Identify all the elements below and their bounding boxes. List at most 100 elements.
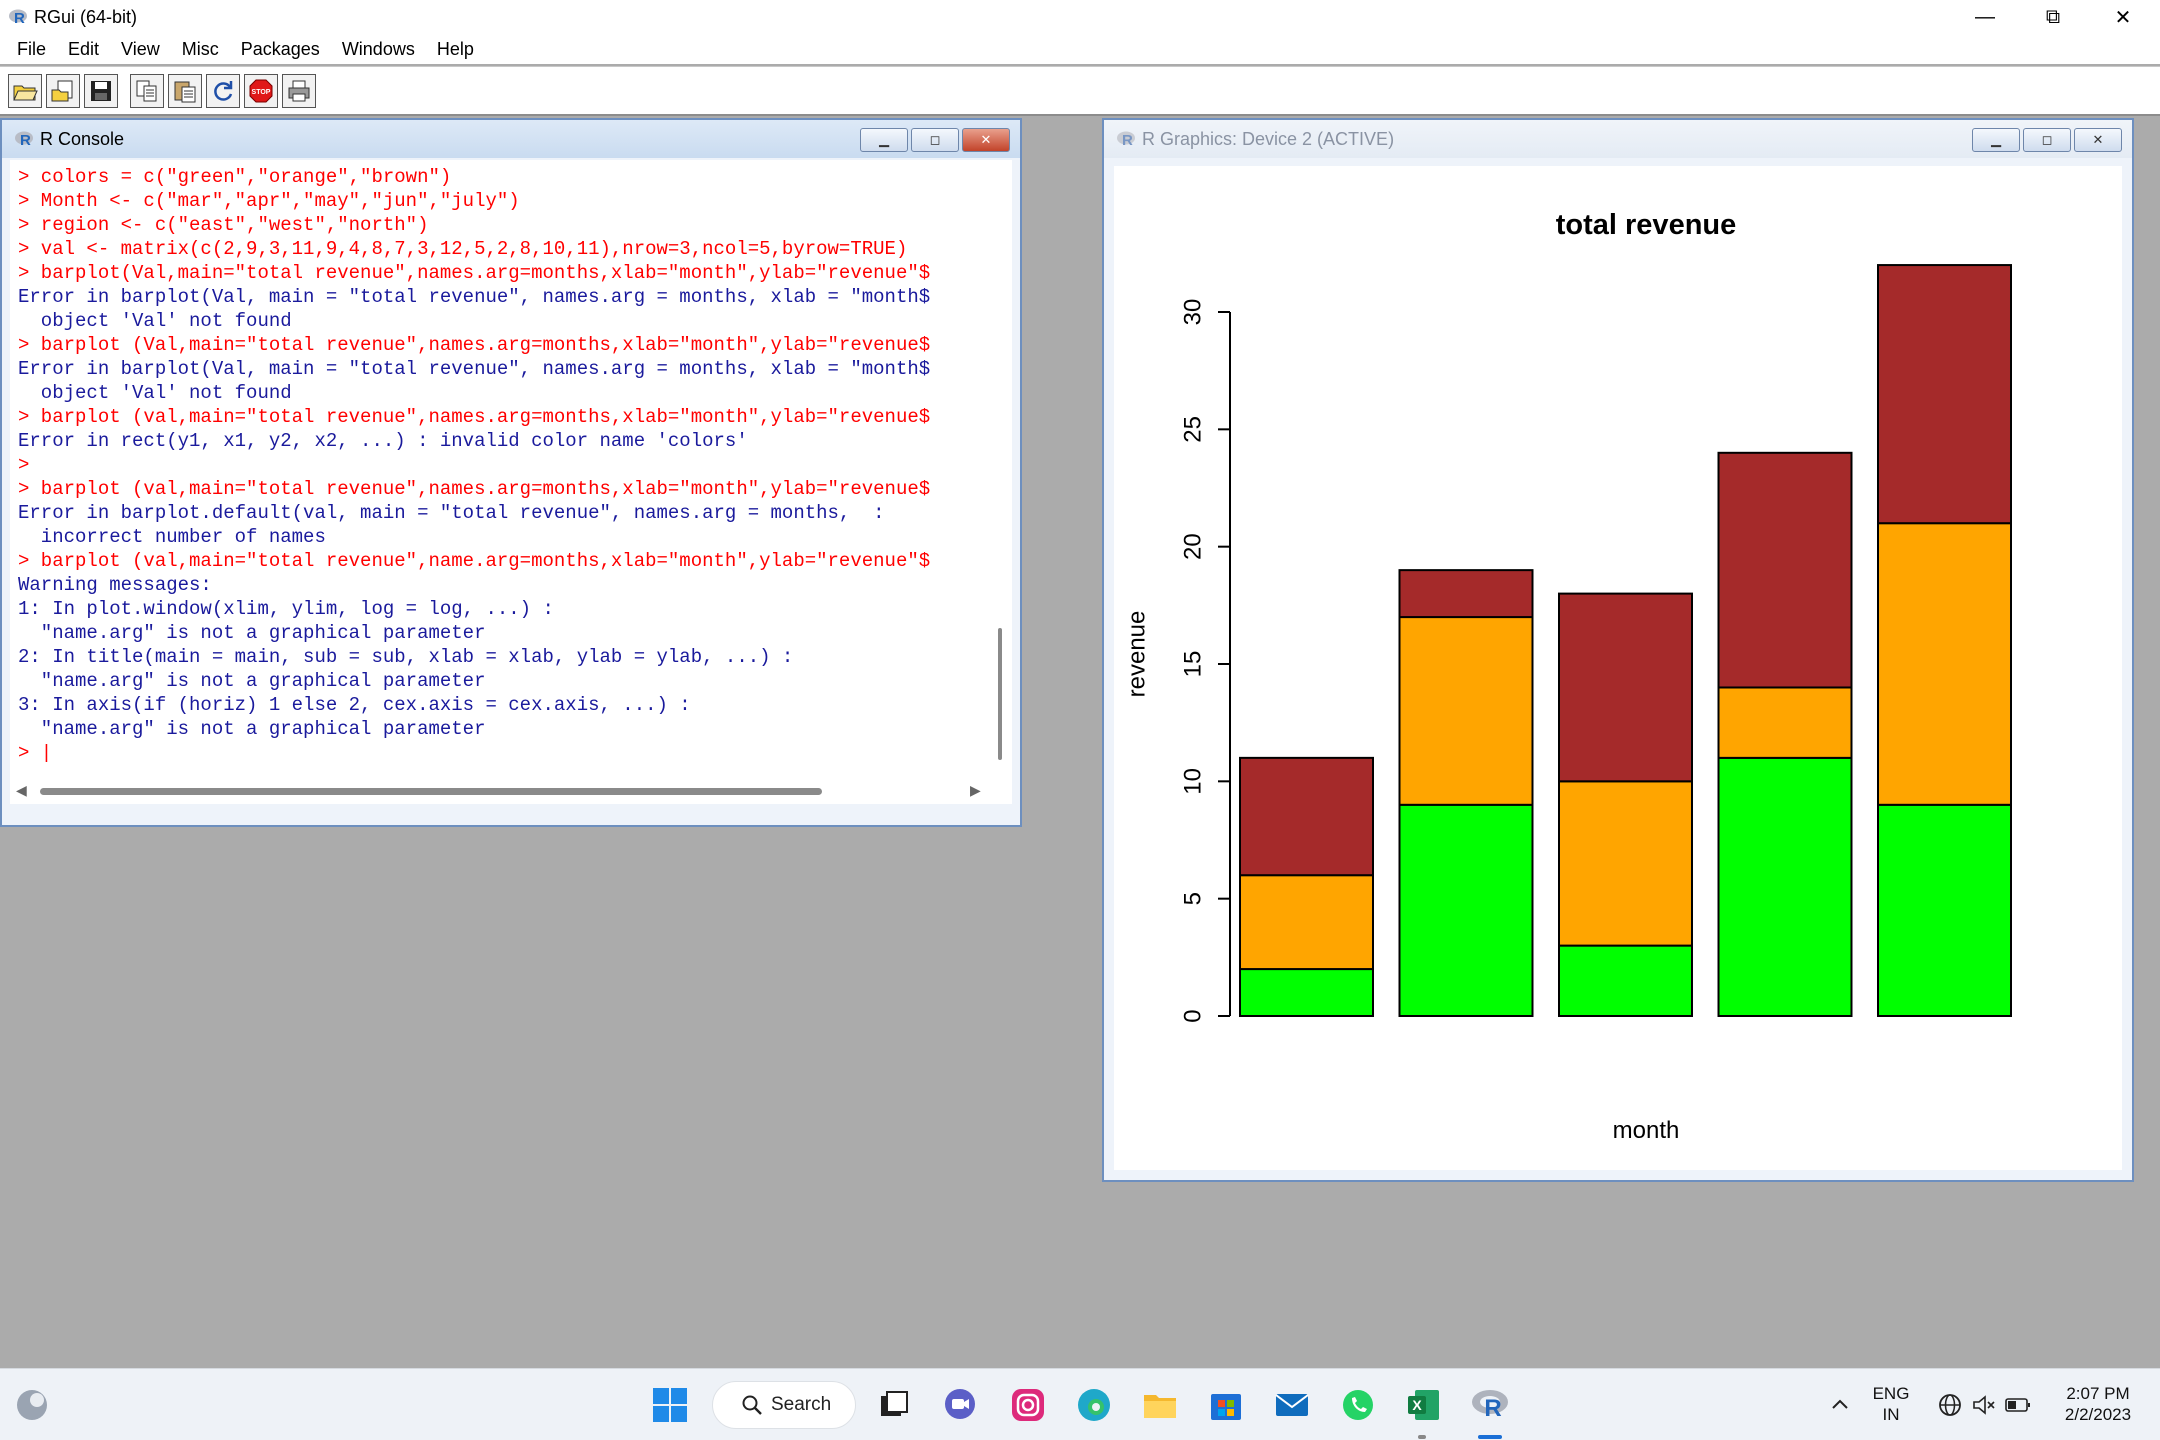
y-axis-label: revenue	[1123, 611, 1150, 698]
console-output-line: Error in barplot(Val, main = "total reve…	[18, 286, 931, 308]
search-label: Search	[771, 1394, 832, 1415]
svg-text:X: X	[1412, 1397, 1422, 1413]
console-title: R Console	[40, 128, 125, 149]
chevron-up-icon[interactable]	[1818, 1383, 1862, 1427]
menu-file[interactable]: File	[17, 38, 47, 59]
console-close-button[interactable]: ✕	[962, 128, 1010, 152]
console-output-line: 2: In title(main = main, sub = sub, xlab…	[18, 646, 794, 668]
menu-bar: File Edit View Misc Packages Windows Hel…	[0, 34, 2160, 64]
chat-icon[interactable]	[938, 1383, 982, 1427]
widgets-icon[interactable]	[10, 1383, 54, 1427]
copy-button[interactable]	[130, 73, 164, 108]
console-output-line: 3: In axis(if (horiz) 1 else 2, cex.axis…	[18, 694, 691, 716]
paste-button[interactable]	[168, 73, 202, 108]
y-tick-label: 5	[1179, 892, 1206, 905]
horizontal-scroll-thumb[interactable]	[40, 788, 822, 795]
running-app-indicator	[1418, 1435, 1426, 1439]
console-output-line: object 'Val' not found	[18, 382, 292, 404]
y-tick-label: 15	[1179, 651, 1206, 678]
minimize-button[interactable]: —	[1975, 5, 1995, 28]
menu-misc[interactable]: Misc	[181, 38, 219, 59]
console-input-line: > Month <- c("mar","apr","may","jun","ju…	[18, 190, 520, 212]
console-output-line: object 'Val' not found	[18, 310, 292, 332]
console-output-line: incorrect number of names	[18, 526, 326, 548]
svg-text:R: R	[14, 10, 25, 27]
refresh-button[interactable]	[206, 73, 240, 108]
console-input-line: > |	[18, 742, 53, 764]
menu-view[interactable]: View	[121, 38, 160, 59]
bar-segment	[1239, 874, 1374, 971]
plot-area: 0 5 10 15 20 25 30 total revenue month revenue	[1114, 166, 2122, 1170]
console-output-line: Error in barplot.default(val, main = "to…	[18, 502, 885, 524]
r-icon[interactable]: R	[1468, 1383, 1512, 1427]
language-indicator[interactable]: ENG IN	[1866, 1383, 1916, 1425]
taskbar-search[interactable]: Search	[712, 1381, 856, 1429]
app-title: RGui (64-bit)	[34, 6, 138, 27]
print-button[interactable]	[282, 73, 316, 108]
open-folder-icon	[13, 85, 38, 100]
search-icon	[742, 1395, 762, 1415]
y-tick-label: 10	[1179, 768, 1206, 795]
taskbar: Search X R ENG IN	[0, 1368, 2160, 1440]
battery-icon[interactable]	[1996, 1383, 2040, 1427]
bar-segment	[1558, 944, 1693, 1017]
console-input-line: > barplot (Val,main="total revenue",name…	[18, 334, 931, 356]
r-logo-icon: R	[1117, 131, 1135, 149]
graphics-maximize-button[interactable]: ◻	[2023, 128, 2071, 152]
console-output-line: 1: In plot.window(xlim, ylim, log = log,…	[18, 598, 554, 620]
edge-icon[interactable]	[1072, 1383, 1116, 1427]
scroll-right-icon[interactable]: ▶	[970, 782, 981, 798]
bar-segment	[1558, 780, 1693, 947]
whatsapp-icon[interactable]	[1336, 1383, 1380, 1427]
console-title-bar[interactable]: R R Console ▁ ◻ ✕	[2, 120, 1020, 158]
store-icon[interactable]	[1204, 1383, 1248, 1427]
menu-windows[interactable]: Windows	[341, 38, 415, 59]
restore-button[interactable]: ⧉	[2045, 5, 2061, 28]
refresh-icon	[214, 80, 233, 101]
bar-segment	[1877, 264, 2012, 525]
instagram-icon[interactable]	[1006, 1383, 1050, 1427]
clock-time: 2:07 PM	[2066, 1384, 2130, 1403]
scroll-left-icon[interactable]: ◀	[16, 782, 27, 798]
stop-label: STOP	[252, 89, 271, 96]
bar-segment	[1398, 569, 1534, 619]
stop-button[interactable]: STOP	[244, 73, 278, 108]
load-workspace-button[interactable]	[46, 73, 80, 108]
console-vertical-scrollbar[interactable]	[992, 160, 1012, 778]
menu-edit[interactable]: Edit	[68, 38, 100, 59]
console-maximize-button[interactable]: ◻	[911, 128, 959, 152]
close-button[interactable]: ✕	[2114, 6, 2132, 29]
console-minimize-button[interactable]: ▁	[860, 128, 908, 152]
console-output[interactable]: > colors = c("green","orange","brown") > …	[10, 160, 992, 778]
console-input-line: > barplot(Val,main="total revenue",names…	[18, 262, 931, 284]
task-view-icon[interactable]	[872, 1383, 916, 1427]
bar-segment	[1877, 803, 2012, 1017]
graphics-title: R Graphics: Device 2 (ACTIVE)	[1142, 128, 1395, 149]
open-script-button[interactable]	[8, 73, 42, 108]
save-button[interactable]	[84, 73, 118, 108]
file-explorer-icon[interactable]	[1138, 1383, 1182, 1427]
start-icon[interactable]	[648, 1383, 692, 1427]
console-horizontal-scrollbar[interactable]: ◀ ▶	[10, 778, 1012, 804]
volume-muted-icon[interactable]	[1962, 1383, 2006, 1427]
r-logo-icon: R	[15, 131, 33, 149]
mail-icon[interactable]	[1270, 1383, 1314, 1427]
clock[interactable]: 2:07 PM 2/2/2023	[2048, 1383, 2148, 1425]
vertical-scroll-thumb[interactable]	[998, 628, 1002, 760]
graphics-title-bar[interactable]: R R Graphics: Device 2 (ACTIVE) ▁ ◻ ✕	[1104, 120, 2132, 158]
load-workspace-icon	[51, 80, 73, 101]
graphics-device-window: R R Graphics: Device 2 (ACTIVE) ▁ ◻ ✕ 0 5…	[1102, 118, 2134, 1182]
network-icon[interactable]	[1928, 1383, 1972, 1427]
region-code: IN	[1882, 1405, 1900, 1424]
menu-help[interactable]: Help	[436, 38, 474, 59]
x-axis-label: month	[1613, 1117, 1680, 1144]
menu-packages[interactable]: Packages	[240, 38, 320, 59]
graphics-minimize-button[interactable]: ▁	[1972, 128, 2020, 152]
copy-icon	[136, 80, 157, 101]
active-app-indicator	[1478, 1435, 1502, 1439]
excel-icon[interactable]: X	[1402, 1383, 1446, 1427]
r-logo-icon: R	[9, 9, 27, 27]
clock-date: 2/2/2023	[2064, 1405, 2132, 1424]
graphics-close-button[interactable]: ✕	[2074, 128, 2122, 152]
y-tick-label: 30	[1179, 299, 1206, 326]
